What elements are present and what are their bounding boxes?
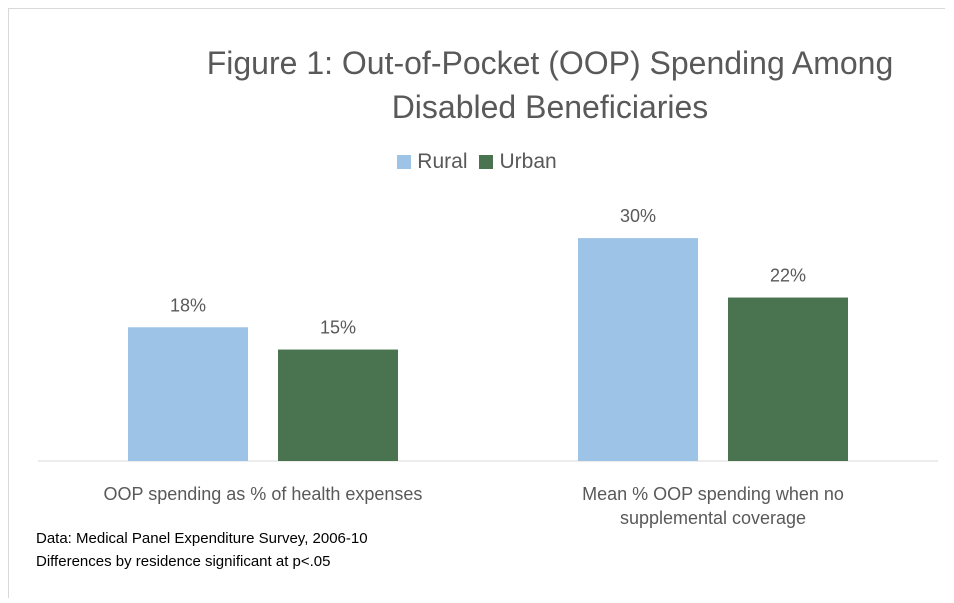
category-label-1: Mean % OOP spending when no supplemental… xyxy=(488,482,938,530)
legend-swatch-rural xyxy=(397,155,412,169)
legend: Rural Urban xyxy=(0,150,954,174)
data-label-urban-1: 22% xyxy=(770,266,806,286)
significance-note: Differences by residence significant at … xyxy=(36,553,331,570)
bar-urban-0 xyxy=(278,349,398,461)
data-source-note: Data: Medical Panel Expenditure Survey, … xyxy=(36,530,368,547)
chart-title-line2: Disabled Beneficiaries xyxy=(391,89,709,125)
legend-item-urban: Urban xyxy=(479,150,557,174)
category-label-1-line-1: supplemental coverage xyxy=(619,508,807,528)
data-label-rural-0: 18% xyxy=(170,295,206,315)
legend-item-rural: Rural xyxy=(397,150,467,174)
category-label-0: OOP spending as % of health expenses xyxy=(38,482,488,506)
bar-urban-1 xyxy=(728,297,848,461)
category-label-1-line-0: Mean % OOP spending when no xyxy=(582,484,844,504)
legend-label-rural: Rural xyxy=(417,150,468,173)
data-label-urban-0: 15% xyxy=(320,318,356,338)
bar-rural-1 xyxy=(578,238,698,461)
legend-swatch-urban xyxy=(479,155,494,169)
data-label-rural-1: 30% xyxy=(620,206,656,226)
chart-frame xyxy=(8,8,945,598)
bar-rural-0 xyxy=(128,327,248,461)
chart-title-line1: Figure 1: Out-of-Pocket (OOP) Spending A… xyxy=(206,45,894,81)
category-label-0-line-0: OOP spending as % of health expenses xyxy=(103,484,423,504)
legend-label-urban: Urban xyxy=(499,150,557,173)
